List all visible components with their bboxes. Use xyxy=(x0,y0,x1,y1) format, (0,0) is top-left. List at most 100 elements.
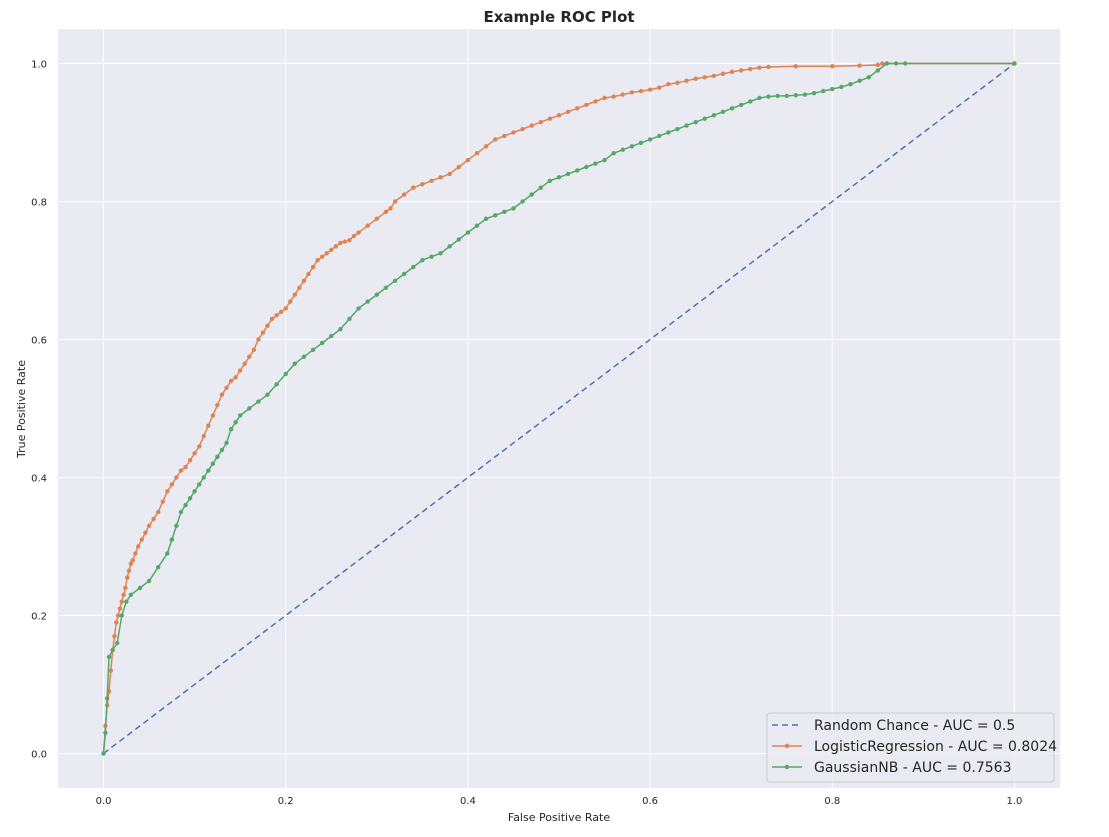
data-point xyxy=(420,182,425,187)
data-point xyxy=(729,106,735,111)
data-point xyxy=(657,133,662,139)
data-point xyxy=(392,199,398,204)
data-point xyxy=(447,244,452,249)
data-point xyxy=(110,647,115,653)
data-point xyxy=(283,306,288,311)
data-point xyxy=(233,375,238,380)
data-point xyxy=(117,606,123,611)
data-point xyxy=(128,561,134,566)
data-point xyxy=(201,475,206,480)
data-point xyxy=(629,90,635,95)
data-point xyxy=(130,558,135,563)
data-point xyxy=(766,64,771,70)
data-point xyxy=(121,592,126,597)
data-point xyxy=(465,157,471,163)
x-tick-label: 0.0 xyxy=(96,796,112,807)
data-point xyxy=(738,102,744,108)
data-point xyxy=(593,99,598,104)
data-point xyxy=(256,337,261,342)
data-point xyxy=(210,461,216,466)
data-point xyxy=(143,530,148,535)
data-point xyxy=(329,247,334,252)
data-point xyxy=(793,93,799,98)
data-point xyxy=(565,109,571,115)
data-point xyxy=(124,599,129,604)
data-point xyxy=(392,278,398,284)
data-point xyxy=(388,206,393,211)
data-point xyxy=(169,537,175,542)
data-point xyxy=(875,62,881,68)
data-point xyxy=(702,75,707,80)
y-tick-label: 0.6 xyxy=(31,336,47,347)
data-point xyxy=(274,313,279,318)
data-point xyxy=(875,68,881,73)
data-point xyxy=(233,420,238,425)
data-point xyxy=(224,440,229,446)
data-point xyxy=(165,489,170,494)
data-point xyxy=(684,78,689,83)
data-point xyxy=(502,133,507,139)
data-point xyxy=(438,175,443,180)
data-point xyxy=(611,94,616,99)
data-point xyxy=(112,634,117,639)
data-point xyxy=(156,509,161,515)
data-point xyxy=(228,378,234,384)
data-point xyxy=(802,92,808,97)
data-point xyxy=(265,323,270,328)
data-point xyxy=(115,640,120,646)
data-point xyxy=(529,123,534,128)
data-point xyxy=(766,94,771,99)
data-point xyxy=(857,78,862,83)
data-point xyxy=(237,368,243,373)
legend-marker xyxy=(784,764,790,770)
data-point xyxy=(474,223,480,228)
data-point xyxy=(775,93,780,99)
data-point xyxy=(365,223,370,228)
data-point xyxy=(529,192,534,197)
data-point xyxy=(196,444,202,449)
data-point xyxy=(666,130,671,135)
y-tick-label: 0.8 xyxy=(31,198,47,209)
data-point xyxy=(139,537,145,542)
data-point xyxy=(160,499,165,504)
data-point xyxy=(538,185,543,190)
data-point xyxy=(237,413,243,418)
data-point xyxy=(104,696,110,701)
data-point xyxy=(174,475,179,480)
data-point xyxy=(820,88,826,94)
data-point xyxy=(356,306,361,311)
data-point xyxy=(329,333,334,339)
data-point xyxy=(684,123,689,128)
data-point xyxy=(192,451,197,456)
data-point xyxy=(702,116,707,121)
data-point xyxy=(902,61,908,66)
data-point xyxy=(178,468,184,473)
data-point xyxy=(125,575,130,580)
data-point xyxy=(103,730,108,735)
data-point xyxy=(156,565,161,570)
data-point xyxy=(474,151,480,156)
data-point xyxy=(123,585,128,591)
data-point xyxy=(206,468,211,473)
data-point xyxy=(520,126,525,132)
data-point xyxy=(511,206,516,211)
data-point xyxy=(647,87,653,92)
data-point xyxy=(738,68,744,73)
data-point xyxy=(638,140,644,146)
data-point xyxy=(880,61,885,66)
data-point xyxy=(265,392,270,397)
data-point xyxy=(119,599,124,604)
data-point xyxy=(297,285,302,290)
data-point xyxy=(411,185,416,190)
data-point xyxy=(420,257,425,263)
data-point xyxy=(242,361,247,366)
data-point xyxy=(374,216,380,221)
data-point xyxy=(657,85,662,90)
data-point xyxy=(456,237,461,242)
data-point xyxy=(675,80,680,86)
data-point xyxy=(575,168,580,173)
data-point xyxy=(748,66,753,72)
x-tick-label: 0.2 xyxy=(278,796,294,807)
